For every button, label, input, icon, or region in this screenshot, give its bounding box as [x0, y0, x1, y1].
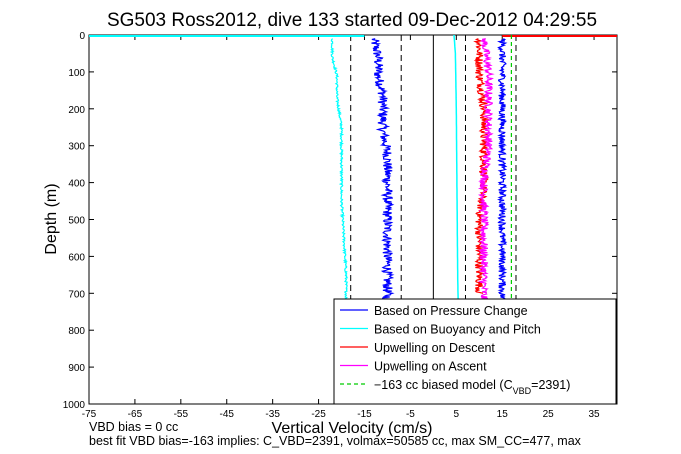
- x-tick-label: -65: [128, 409, 143, 420]
- y-tick-label: 300: [68, 142, 85, 153]
- x-axis-label: Vertical Velocity (cm/s): [272, 420, 433, 437]
- x-tick-label: 35: [588, 409, 600, 420]
- series-line: [371, 38, 395, 302]
- y-tick-label: 600: [68, 252, 85, 263]
- y-tick-label: 1000: [63, 400, 86, 411]
- legend-label: Upwelling on Ascent: [374, 360, 487, 374]
- y-tick-label: 200: [68, 105, 85, 116]
- y-tick-label: 900: [68, 363, 85, 374]
- legend-box: [333, 298, 617, 405]
- y-tick-label: 400: [68, 179, 85, 190]
- series-line: [496, 38, 508, 301]
- x-tick-label: -5: [406, 409, 415, 420]
- x-tick-label: 25: [543, 409, 555, 420]
- series-line: [329, 38, 349, 302]
- x-tick-label: -45: [220, 409, 235, 420]
- legend-label: Based on Buoyancy and Pitch: [374, 323, 541, 337]
- series-line: [473, 38, 490, 294]
- x-tick-label: -55: [174, 409, 189, 420]
- series-line: [477, 38, 495, 302]
- plot-area: -75 -65 -55 -45 -35 -25 -15 -5 5 15 25 350100200300…: [63, 31, 618, 420]
- x-tick-label: -35: [265, 409, 280, 420]
- vbd-bias-note: VBD bias = 0 cc: [89, 420, 179, 434]
- y-axis-label: Depth (m): [43, 183, 60, 254]
- y-tick-label: 0: [79, 31, 85, 42]
- x-tick-label: 5: [454, 409, 460, 420]
- x-tick-label: -15: [357, 409, 372, 420]
- y-tick-label: 700: [68, 289, 85, 300]
- chart-title: SG503 Ross2012, dive 133 started 09-Dec-…: [107, 10, 597, 31]
- x-tick-label: -75: [82, 409, 97, 420]
- legend-label: Based on Pressure Change: [374, 304, 528, 318]
- best-fit-note: best fit VBD bias=-163 implies: C_VBD=23…: [89, 434, 581, 448]
- x-tick-label: 15: [497, 409, 509, 420]
- y-tick-label: 500: [68, 216, 85, 227]
- legend: Based on Pressure Change Based on Buoyanc…: [333, 298, 617, 405]
- x-tick-label: -25: [311, 409, 326, 420]
- y-tick-label: 100: [68, 68, 85, 79]
- series-line: [453, 34, 459, 301]
- legend-label: Upwelling on Descent: [374, 341, 495, 355]
- y-tick-label: 800: [68, 326, 85, 337]
